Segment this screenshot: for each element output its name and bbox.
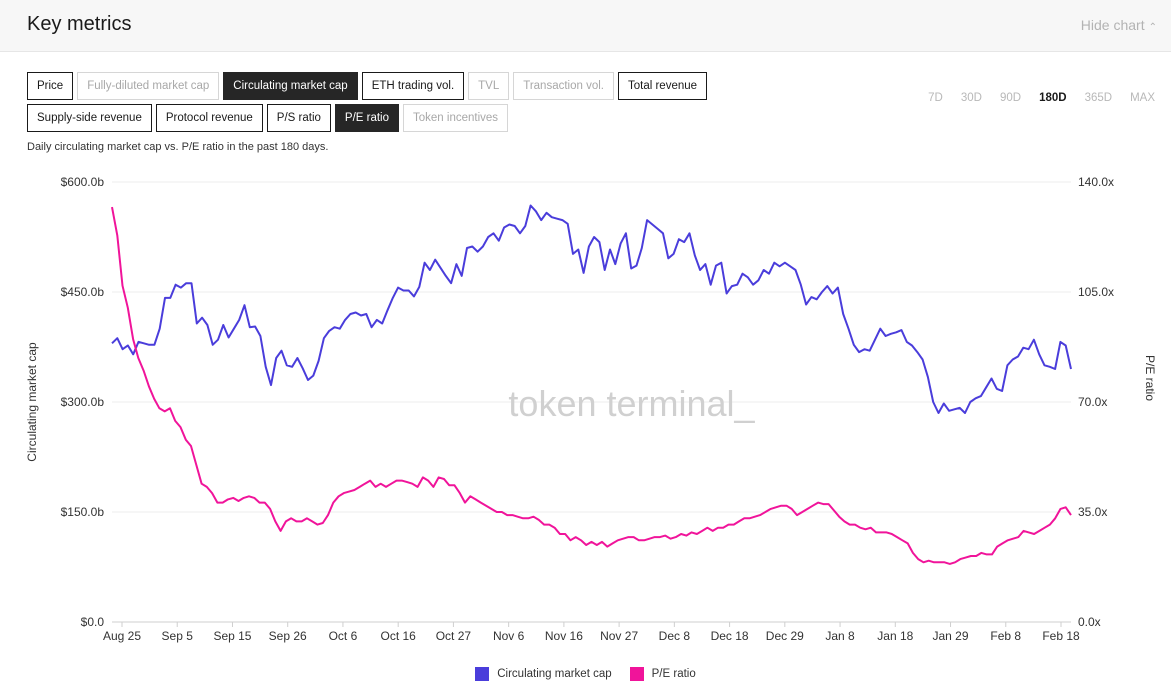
metric-button-protocol-revenue[interactable]: Protocol revenue <box>155 104 263 132</box>
right-tick-label: 70.0x <box>1078 395 1107 409</box>
metric-button-eth-trading-vol[interactable]: ETH trading vol. <box>361 72 465 100</box>
left-tick-label: $450.0b <box>61 285 105 299</box>
range-tab-7d[interactable]: 7D <box>928 92 943 104</box>
chart-area: token terminal_ $0.0 $150.0b $300.0b $450.0… <box>25 175 1157 643</box>
legend-label-pe-ratio: P/E ratio <box>651 668 696 680</box>
range-tab-365d[interactable]: 365D <box>1084 92 1113 104</box>
metric-button-supply-side-revenue[interactable]: Supply-side revenue <box>27 104 152 132</box>
x-tick-label: Jan 8 <box>825 629 855 643</box>
header-bar: Key metrics Hide chart ⌃ <box>0 0 1171 52</box>
time-range-tabs: 7D 30D 90D 180D 365D MAX <box>910 92 1155 104</box>
metric-button-circulating-market-cap[interactable]: Circulating market cap <box>223 72 358 100</box>
right-tick-label: 0.0x <box>1078 615 1101 629</box>
x-axis-ticks: Aug 25 Sep 5 Sep 15 Sep 26 Oct 6 Oct 16 Oct 27… <box>103 622 1080 643</box>
range-tab-90d[interactable]: 90D <box>999 92 1022 104</box>
chart-description: Daily circulating market cap vs. P/E rat… <box>27 141 329 153</box>
x-tick-label: Dec 8 <box>659 629 691 643</box>
chevron-up-icon: ⌃ <box>1148 22 1157 33</box>
x-tick-label: Oct 16 <box>380 629 416 643</box>
left-tick-label: $0.0 <box>81 615 105 629</box>
range-tab-180d[interactable]: 180D <box>1039 92 1067 104</box>
x-tick-label: Oct 27 <box>436 629 472 643</box>
watermark: token terminal_ <box>508 383 755 424</box>
series-line-p-e-ratio[interactable] <box>111 206 1072 565</box>
metric-button-tvl[interactable]: TVL <box>468 72 510 100</box>
x-tick-label: Nov 27 <box>600 629 638 643</box>
metric-button-total-revenue[interactable]: Total revenue <box>617 72 708 100</box>
x-tick-label: Jan 18 <box>877 629 913 643</box>
legend-item-market-cap[interactable]: Circulating market cap <box>475 667 612 681</box>
chart-legend: Circulating market cap P/E ratio <box>0 667 1171 681</box>
x-tick-label: Dec 29 <box>766 629 804 643</box>
metric-button-p-e-ratio[interactable]: P/E ratio <box>334 104 400 132</box>
left-tick-label: $150.0b <box>61 505 105 519</box>
metric-button-p-s-ratio[interactable]: P/S ratio <box>266 104 331 132</box>
range-tab-30d[interactable]: 30D <box>960 92 982 104</box>
x-tick-label: Nov 6 <box>493 629 525 643</box>
left-tick-label: $600.0b <box>61 175 105 189</box>
x-tick-label: Sep 5 <box>162 629 194 643</box>
right-tick-label: 105.0x <box>1078 285 1114 299</box>
x-tick-label: Nov 16 <box>545 629 583 643</box>
x-tick-label: Aug 25 <box>103 629 141 643</box>
hide-chart-button[interactable]: Hide chart ⌃ <box>1081 17 1157 33</box>
metric-button-price[interactable]: Price <box>27 72 74 100</box>
x-tick-label: Jan 29 <box>933 629 969 643</box>
right-axis-ticks: 0.0x 35.0x 70.0x 105.0x 140.0x <box>1078 175 1114 629</box>
metric-button-token-incentives[interactable]: Token incentives <box>403 104 509 132</box>
left-axis-ticks: $0.0 $150.0b $300.0b $450.0b $600.0b <box>61 175 105 629</box>
x-tick-label: Oct 6 <box>329 629 358 643</box>
series-line-circulating-market-cap[interactable] <box>111 204 1072 414</box>
x-tick-label: Sep 15 <box>213 629 251 643</box>
legend-item-pe-ratio[interactable]: P/E ratio <box>629 667 696 681</box>
x-tick-label: Sep 26 <box>269 629 307 643</box>
metric-buttons-row-2: Supply-side revenue Protocol revenue P/S r… <box>27 104 509 132</box>
left-tick-label: $300.0b <box>61 395 105 409</box>
range-tab-max[interactable]: MAX <box>1130 92 1155 104</box>
x-tick-label: Feb 8 <box>990 629 1021 643</box>
x-tick-label: Dec 18 <box>711 629 749 643</box>
right-tick-label: 140.0x <box>1078 175 1114 189</box>
metric-buttons-row-1: Price Fully-diluted market cap Circulating… <box>27 72 708 100</box>
chart-series <box>111 204 1072 565</box>
legend-swatch-pe-ratio <box>629 667 644 681</box>
metric-button-fully-diluted-market-cap[interactable]: Fully-diluted market cap <box>77 72 220 100</box>
right-tick-label: 35.0x <box>1078 505 1107 519</box>
legend-label-market-cap: Circulating market cap <box>497 668 612 680</box>
metric-button-transaction-vol[interactable]: Transaction vol. <box>513 72 614 100</box>
x-tick-label: Feb 18 <box>1042 629 1080 643</box>
right-axis-title: P/E ratio <box>1143 355 1157 401</box>
page-title: Key metrics <box>27 13 132 35</box>
legend-swatch-market-cap <box>475 667 490 681</box>
left-axis-title: Circulating market cap <box>25 342 39 462</box>
hide-chart-label: Hide chart <box>1080 17 1145 33</box>
